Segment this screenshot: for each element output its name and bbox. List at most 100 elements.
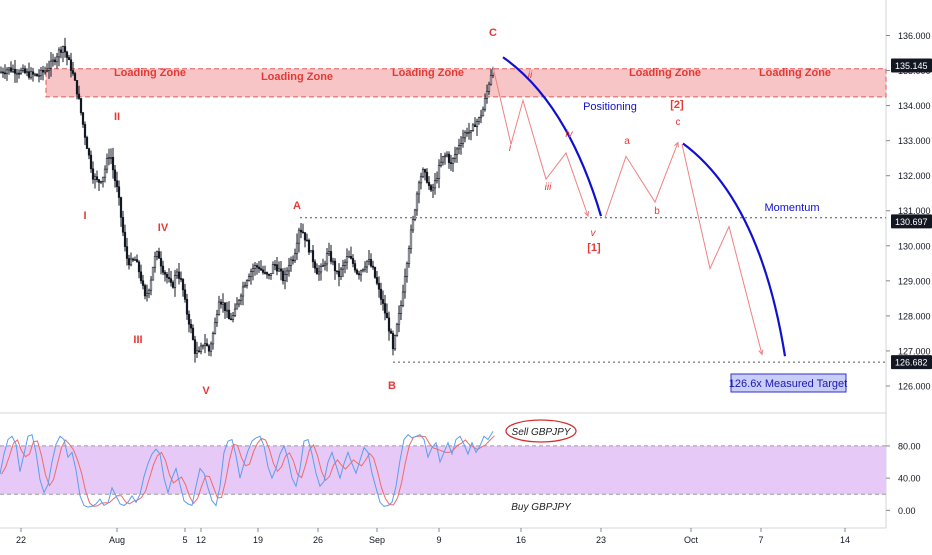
candle-body [127,258,131,266]
candle-body [79,98,83,113]
candle-body [479,115,483,119]
candle-body [23,68,27,73]
candle-body [411,219,415,231]
candle-body [423,169,427,173]
candle-body [441,156,445,163]
candle-body [325,253,329,265]
candle-body [211,333,215,345]
candle-body [133,259,137,261]
candle-body [219,301,223,305]
price-axis-label: 129.000 [898,276,931,286]
candle-body [117,186,121,198]
candle-body [221,302,225,305]
candle-body [277,268,281,272]
candle-body [39,69,43,77]
time-axis-label: Aug [109,535,125,545]
subwave-label-2: [2] [670,99,684,111]
candle-body [73,73,77,81]
candle-body [181,279,185,291]
candle-body [335,270,339,273]
candle-body [287,265,291,272]
candle-body [99,181,103,183]
subwave-label-b: b [654,206,660,217]
candle-body [319,266,323,273]
candle-body [465,132,469,134]
candle-body [61,46,65,53]
candle-body [457,145,461,150]
candle-body [297,229,301,244]
candle-body [239,295,243,301]
subwave-label-iii: iii [545,182,552,193]
candle-body [147,289,151,294]
candle-body [207,345,211,352]
candle-body [323,263,327,266]
candle-body [385,312,389,319]
candle-body [391,333,395,350]
time-axis-label: 22 [16,535,26,545]
candle-body [95,176,99,181]
candle-body [51,59,55,62]
candle-body [449,162,453,164]
candle-body [223,302,227,311]
candle-body [259,268,263,271]
candle-body [281,270,285,282]
sell-label: Sell GBPJPY [512,427,572,438]
momentum-arc [682,142,787,357]
candle-body [283,274,287,282]
candle-body [403,276,407,293]
price-tag-box [891,355,932,370]
candle-body [305,239,309,242]
candle-body [433,180,437,189]
candle-body [343,261,347,266]
price-axis-label: 128.000 [898,311,931,321]
candle-body [19,70,23,74]
candle-body [257,266,261,269]
candle-body [417,182,421,195]
candle-body [383,303,387,314]
candle-body [405,263,409,277]
candle-body [247,276,251,281]
price-axis-label: 136.000 [898,31,931,41]
candle-body [53,59,57,63]
candle-body [43,70,47,73]
candle-body [139,271,143,282]
zone-label-4: Loading Zone [629,67,701,79]
price-tag-label: 135.145 [895,61,928,71]
candle-body [473,124,477,127]
candle-body [291,259,295,262]
candle-body [13,68,17,74]
candle-body [361,268,365,272]
wave-label-C: C [489,27,497,39]
candle-body [333,260,337,272]
candle-body [45,70,49,72]
candle-body [173,275,177,288]
candle-body [357,273,361,276]
projection-decline-line [681,144,763,355]
candle-body [363,266,367,270]
wave-label-V: V [202,385,210,397]
candle-body [55,56,59,63]
candle-body [177,271,181,279]
candle-body [209,343,213,352]
candle-body [443,155,447,158]
candle-body [329,251,333,262]
candle-body [131,258,135,261]
candle-body [137,261,141,273]
candle-body [201,344,205,347]
candle-body [213,322,217,334]
candle-body [421,169,425,178]
candle-body [123,231,127,247]
time-axis-label: 9 [436,535,441,545]
candle-body [113,169,117,182]
candle-body [447,153,451,163]
time-axis-label: Sep [369,535,385,545]
candle-body [37,75,41,78]
candle-body [409,229,413,249]
candle-body [89,154,93,170]
candle-body [425,171,429,183]
price-axis-label: 132.000 [898,171,931,181]
candle-body [161,265,165,273]
momentum-label: Momentum [764,202,819,214]
